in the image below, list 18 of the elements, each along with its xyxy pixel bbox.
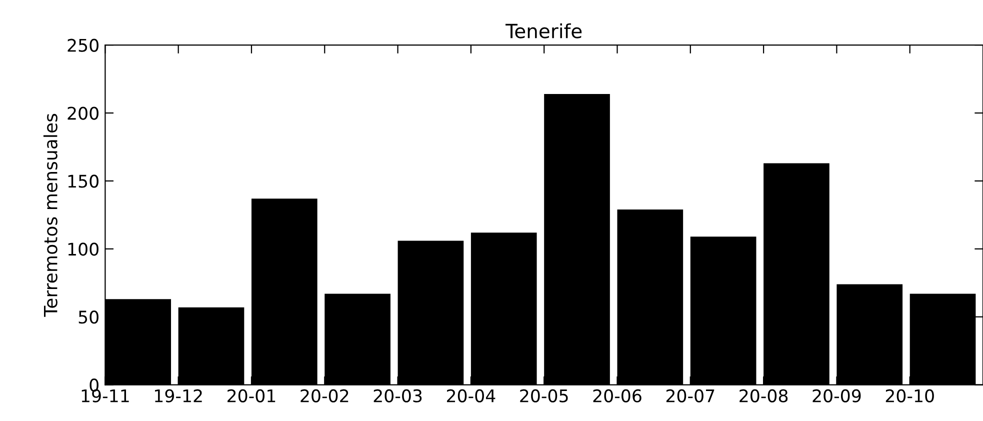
x-tick-label: 20-04 [446, 389, 496, 402]
x-tick-label: 20-09 [812, 389, 861, 402]
x-tick-label: 20-06 [593, 389, 642, 402]
y-tick-label: 50 [78, 310, 98, 324]
y-tick-label: 100 [68, 242, 98, 256]
x-tick-label: 20-01 [228, 389, 276, 402]
y-tick-label: 250 [68, 38, 98, 52]
y-tick-label: 200 [68, 106, 98, 120]
x-tick-label: 20-02 [300, 389, 348, 402]
x-tick-label: 20-07 [666, 389, 714, 402]
chart-title: Tenerife [506, 23, 582, 38]
x-tick-label: 20-10 [886, 389, 934, 402]
x-tick-label: 20-05 [520, 389, 568, 402]
y-axis-title: Terremotos mensuales [43, 114, 58, 317]
x-tick-label: 19-12 [155, 389, 202, 402]
x-tick-label: 20-08 [740, 389, 788, 402]
x-tick-label: 20-03 [374, 389, 422, 402]
y-tick-label: 150 [68, 174, 98, 188]
